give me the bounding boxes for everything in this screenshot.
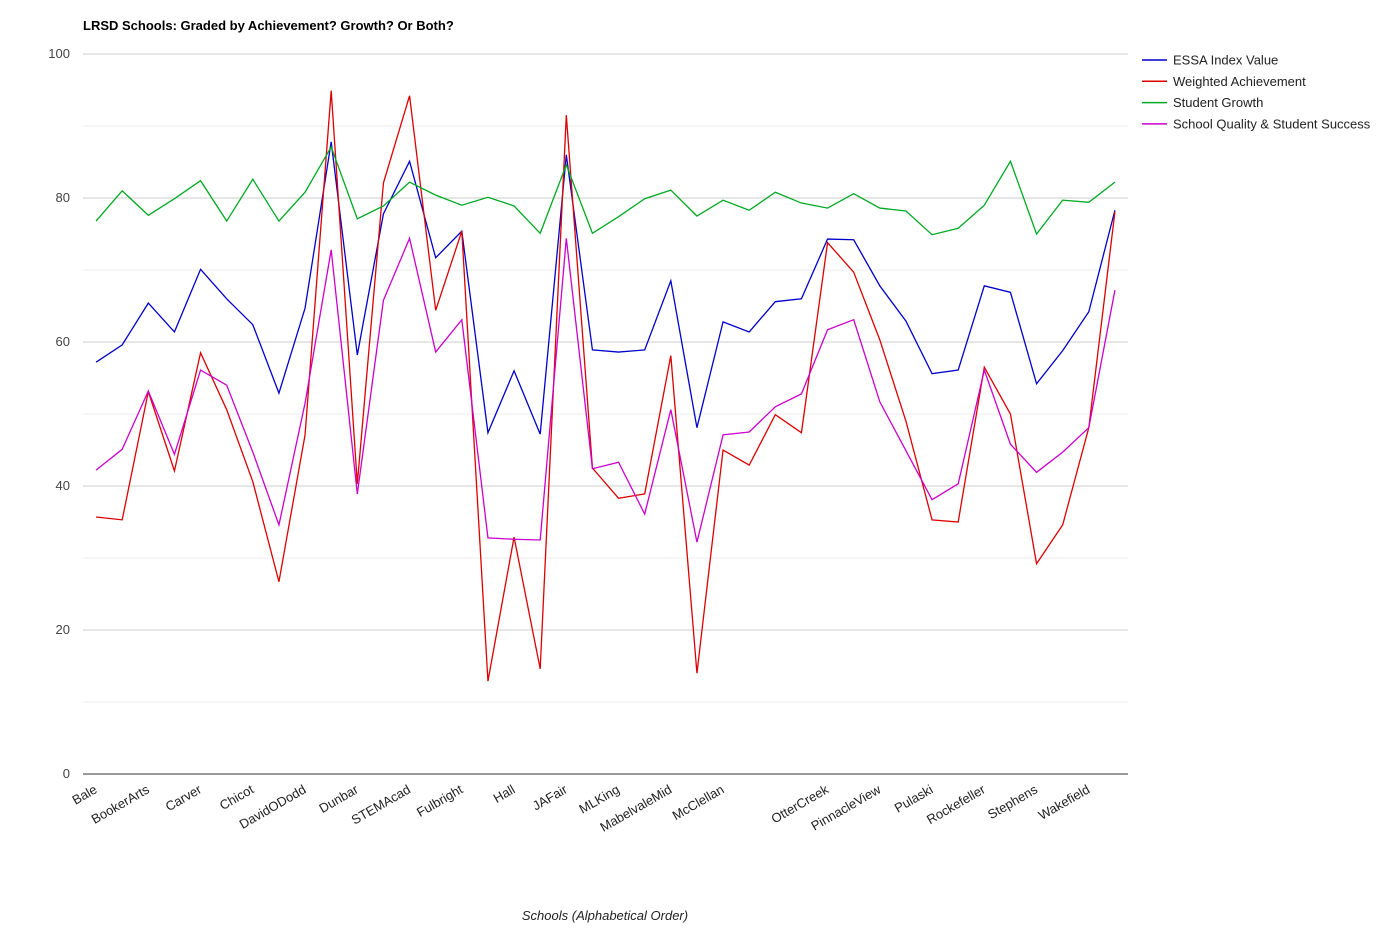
x-tick-label: STEMAcad — [349, 782, 413, 828]
y-tick-label: 60 — [56, 334, 70, 349]
x-tick-label: Stephens — [985, 781, 1041, 822]
series-line — [95, 236, 1116, 543]
x-tick-label: Bale — [70, 782, 100, 808]
legend-label: School Quality & Student Success — [1173, 116, 1371, 131]
x-axis-title: Schools (Alphabetical Order) — [522, 908, 688, 923]
x-tick-label: Carver — [163, 781, 205, 814]
y-tick-label: 40 — [56, 478, 70, 493]
y-tick-label: 80 — [56, 190, 70, 205]
x-tick-label: JAFair — [530, 781, 571, 813]
x-tick-label: McClellan — [670, 782, 727, 824]
series-line — [95, 90, 1116, 682]
legend-label: ESSA Index Value — [1173, 53, 1278, 68]
series-line — [95, 145, 1116, 236]
x-tick-label: Chicot — [217, 781, 257, 813]
series-line — [95, 141, 1116, 436]
x-tick-label: Fulbright — [414, 781, 466, 819]
x-tick-label: Hall — [491, 782, 518, 806]
y-tick-label: 0 — [63, 766, 70, 781]
y-tick-label: 20 — [56, 622, 70, 637]
y-tick-label: 100 — [48, 46, 70, 61]
x-tick-label: Wakefield — [1036, 782, 1093, 823]
legend-label: Student Growth — [1173, 95, 1263, 110]
legend-label: Weighted Achievement — [1173, 74, 1306, 89]
chart-title: LRSD Schools: Graded by Achievement? Gro… — [83, 18, 454, 33]
x-tick-label: BookerArts — [89, 781, 153, 826]
x-tick-label: Rockefeller — [924, 781, 988, 827]
